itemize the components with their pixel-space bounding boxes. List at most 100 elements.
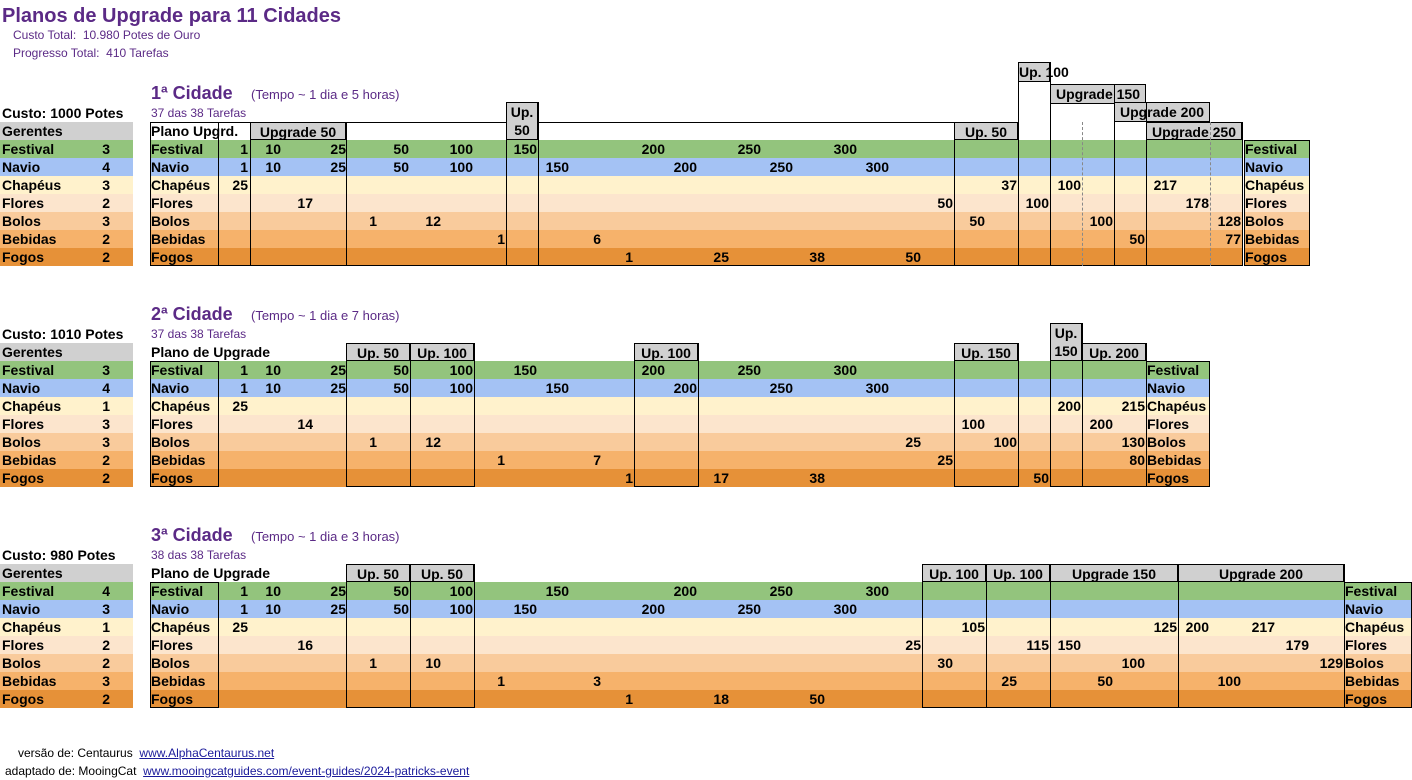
plan-row-end-name: Bebidas [1245, 231, 1300, 247]
task-count-cell: 25 [905, 637, 921, 653]
task-count-cell: 300 [865, 380, 889, 396]
upgrade-header-line-1: Up. [1054, 325, 1078, 341]
manager-row-name: Bebidas [2, 231, 57, 247]
task-count-cell: 1 [240, 362, 248, 378]
task-count-cell: 200 [1089, 416, 1113, 432]
task-count-cell: 129 [1319, 655, 1343, 671]
task-count-cell: 215 [1121, 398, 1145, 414]
plan-row-end-name: Bolos [1147, 434, 1186, 450]
manager-count: 2 [102, 655, 110, 671]
task-count-cell: 200 [641, 141, 665, 157]
task-count-cell: 50 [393, 362, 409, 378]
plan-label: Plano de Upgrade [151, 344, 271, 360]
manager-row-chapeus [0, 618, 133, 636]
task-count-cell: 1 [240, 601, 248, 617]
plan-row-end-name: Chapéus [1147, 398, 1207, 414]
managers-header [0, 122, 133, 140]
task-count-cell: 1 [240, 159, 248, 175]
task-count-cell: 25 [330, 380, 346, 396]
city-time: (Tempo ~ 1 dia e 7 horas) [251, 308, 400, 323]
task-count-cell: 150 [513, 141, 537, 157]
manager-row-name: Fogos [2, 470, 44, 486]
task-count-cell: 25 [1001, 673, 1017, 689]
task-count-cell: 1 [240, 380, 248, 396]
plan-row-end-name: Navio [1147, 380, 1186, 396]
manager-row-name: Flores [2, 195, 45, 211]
manager-count: 2 [102, 249, 110, 265]
manager-count: 3 [102, 141, 110, 157]
plan-row-name: Flores [151, 195, 194, 211]
plan-row-bebidas [150, 672, 1344, 690]
plan-row-chapeus [150, 618, 1344, 636]
manager-row-name: Chapéus [2, 619, 62, 635]
manager-count: 2 [102, 470, 110, 486]
manager-count: 2 [102, 452, 110, 468]
task-count-cell: 100 [449, 380, 473, 396]
upgrade-header: Up. 50 [954, 122, 1018, 140]
task-count-cell: 130 [1121, 434, 1145, 450]
plan-row-chapeus [150, 397, 1146, 415]
upgrade-header: Up. 150 [954, 343, 1018, 361]
city-title: 3ª Cidade [151, 525, 233, 545]
managers-header-label: Gerentes [2, 565, 63, 581]
upgrade-header: Upgrade 250 [1146, 122, 1242, 140]
total-progress-value: 410 Tarefas [106, 46, 169, 60]
task-count-cell: 50 [393, 601, 409, 617]
task-count-cell: 50 [1097, 673, 1113, 689]
manager-row-festival [0, 140, 133, 158]
task-count-cell: 50 [393, 159, 409, 175]
task-count-cell: 150 [545, 583, 569, 599]
task-count-cell: 250 [769, 159, 793, 175]
managers-header-label: Gerentes [2, 344, 63, 360]
task-count-cell: 150 [545, 159, 569, 175]
plan-row-end-name: Flores [1345, 637, 1388, 653]
task-count-cell: 250 [737, 141, 761, 157]
city-tasks: 37 das 38 Tarefas [151, 327, 247, 341]
manager-row-name: Fogos [2, 691, 44, 707]
task-count-cell: 200 [673, 583, 697, 599]
manager-row-name: Flores [2, 416, 45, 432]
footer-version: versão de: Centaurus www.AlphaCentaurus.… [18, 745, 274, 761]
task-count-cell: 50 [1033, 470, 1049, 486]
plan-row-bolos [150, 433, 1146, 451]
task-count-cell: 150 [513, 601, 537, 617]
plan-row-name: Festival [151, 362, 204, 378]
plan-row-name: Bolos [151, 213, 190, 229]
version-link[interactable]: www.AlphaCentaurus.net [139, 746, 275, 760]
adapted-link[interactable]: www.mooingcatguides.com/event-guides/202… [143, 764, 470, 778]
plan-row-chapeus [150, 176, 1242, 194]
task-count-cell: 50 [393, 583, 409, 599]
version-label: versão de: Centaurus [18, 746, 133, 760]
managers-header [0, 343, 133, 361]
plan-row-end-name: Chapéus [1345, 619, 1405, 635]
task-count-cell: 250 [737, 362, 761, 378]
task-count-cell: 25 [330, 583, 346, 599]
task-count-cell: 1 [369, 213, 377, 229]
plan-row-name: Bolos [151, 655, 190, 671]
plan-row-name: Bebidas [151, 673, 206, 689]
upgrade-header: Upgrade 150 [1050, 564, 1178, 582]
task-count-cell: 25 [232, 398, 248, 414]
task-count-cell: 25 [905, 434, 921, 450]
manager-row-bolos [0, 212, 133, 230]
task-count-cell: 100 [1025, 195, 1049, 211]
plan-row-end-name: Festival [1147, 362, 1200, 378]
task-count-cell: 50 [937, 195, 953, 211]
task-count-cell: 105 [961, 619, 985, 635]
manager-row-name: Bolos [2, 434, 41, 450]
managers-header-label: Gerentes [2, 123, 63, 139]
plan-row-end-name: Flores [1147, 416, 1190, 432]
task-count-cell: 300 [865, 583, 889, 599]
task-count-cell: 100 [1217, 673, 1241, 689]
task-count-cell: 17 [297, 195, 313, 211]
upgrade-header: Up. 100 [410, 343, 474, 361]
task-count-cell: 300 [865, 159, 889, 175]
plan-row-end-name: Fogos [1345, 691, 1387, 707]
manager-count: 3 [102, 177, 110, 193]
city-tasks: 37 das 38 Tarefas [151, 106, 247, 120]
task-count-cell: 30 [937, 655, 953, 671]
manager-row-flores [0, 415, 133, 433]
plan-row-name: Fogos [151, 691, 193, 707]
task-count-cell: 1 [369, 655, 377, 671]
total-cost-label: Custo Total: [13, 28, 77, 42]
